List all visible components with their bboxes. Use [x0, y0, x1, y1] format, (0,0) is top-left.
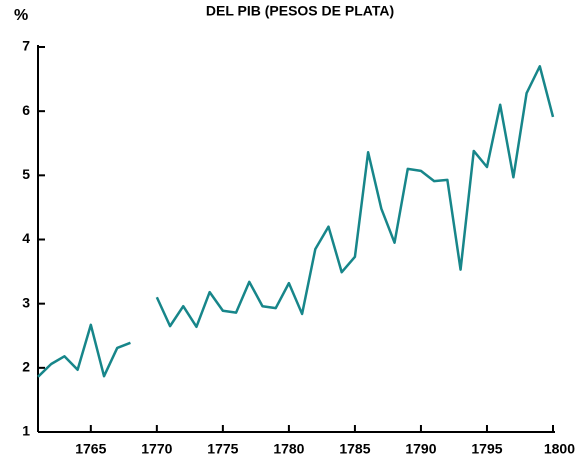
y-tick-label: 3	[22, 294, 30, 310]
y-tick-label: 1	[22, 423, 30, 439]
y-tick-label: 6	[22, 102, 30, 118]
y-tick-label: 2	[22, 359, 30, 375]
x-tick-label: 1775	[207, 441, 238, 457]
y-tick-label: 5	[22, 166, 30, 182]
chart-title: DEL PIB (PESOS DE PLATA)	[206, 3, 394, 19]
y-tick-label: 4	[22, 230, 30, 246]
x-tick-label: 1765	[75, 441, 106, 457]
x-tick-label: 1790	[405, 441, 436, 457]
x-tick-label: 1800	[544, 441, 575, 457]
x-tick-label: 1795	[471, 441, 502, 457]
y-axis-label: %	[14, 7, 28, 24]
x-tick-label: 1785	[339, 441, 370, 457]
x-tick-label: 1770	[141, 441, 172, 457]
x-tick-label: 1780	[273, 441, 304, 457]
data-line	[37, 65, 555, 378]
y-tick-label: 7	[22, 38, 30, 54]
